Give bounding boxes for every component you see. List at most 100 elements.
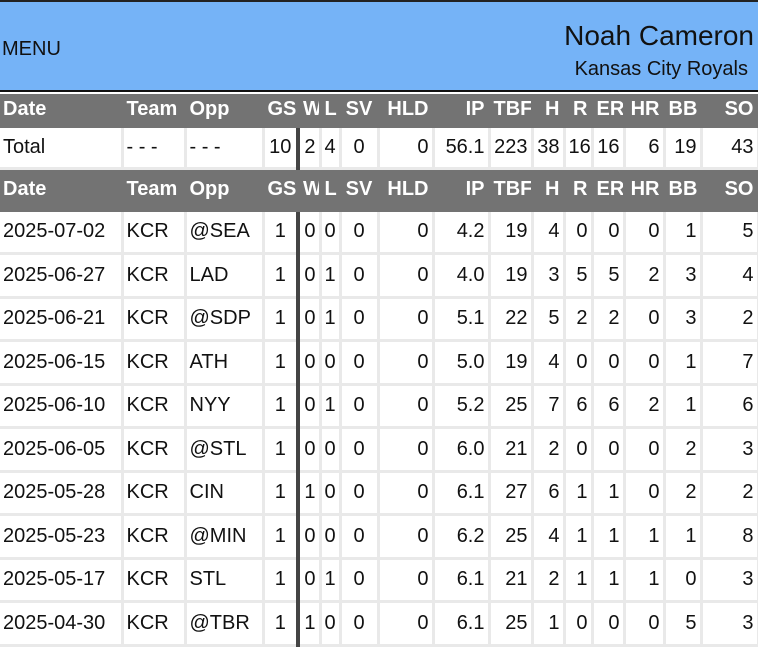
sv-cell: 0 — [340, 514, 380, 560]
column-header-w[interactable]: W — [296, 168, 322, 212]
bb-cell: 19 — [664, 126, 703, 170]
opp-cell: @STL — [185, 427, 265, 473]
w-cell: 1 — [296, 471, 322, 516]
column-header-r[interactable]: R — [564, 168, 594, 212]
game-row[interactable]: 2025-05-23 KCR @MIN 1 0 0 0 0 6.2 25 4 1 1 1 1 8 — [0, 514, 758, 560]
column-header-gs[interactable]: GS — [263, 94, 300, 128]
tbf-cell: 25 — [489, 514, 534, 560]
l-cell: 0 — [320, 340, 342, 386]
column-header-so[interactable]: SO — [701, 168, 758, 212]
w-cell: 0 — [296, 558, 322, 603]
game-row[interactable]: 2025-05-17 KCR STL 1 0 1 0 0 6.1 21 2 1 1 1 0 3 — [0, 558, 758, 603]
column-header-sv[interactable]: SV — [340, 168, 380, 212]
er-cell: 1 — [592, 558, 626, 603]
sv-cell: 0 — [340, 384, 380, 429]
tbf-cell: 19 — [489, 210, 534, 255]
hld-cell: 0 — [378, 427, 435, 473]
ip-cell: 5.2 — [433, 384, 491, 429]
column-header-so[interactable]: SO — [701, 94, 758, 128]
hr-cell: 6 — [624, 126, 666, 170]
column-header-tbf[interactable]: TBF — [489, 168, 534, 212]
column-header-bb[interactable]: BB — [664, 168, 703, 212]
column-header-er[interactable]: ER — [592, 94, 626, 128]
h-cell: 2 — [532, 427, 566, 473]
column-header-date[interactable]: Date — [0, 94, 124, 128]
ip-cell: 6.2 — [433, 514, 491, 560]
gs-cell: 10 — [263, 126, 300, 170]
column-header-gs[interactable]: GS — [263, 168, 300, 212]
column-header-er[interactable]: ER — [592, 168, 626, 212]
game-row[interactable]: 2025-07-02 KCR @SEA 1 0 0 0 0 4.2 19 4 0 0 0 1 5 — [0, 210, 758, 255]
game-row[interactable]: 2025-06-15 KCR ATH 1 0 0 0 0 5.0 19 4 0 0 0 1 7 — [0, 340, 758, 386]
hld-cell: 0 — [378, 601, 435, 647]
date-cell: 2025-06-05 — [0, 427, 124, 473]
tbf-cell: 223 — [489, 126, 534, 170]
h-cell: 6 — [532, 471, 566, 516]
game-row[interactable]: 2025-05-28 KCR CIN 1 1 0 0 0 6.1 27 6 1 1 0 2 2 — [0, 471, 758, 516]
team-cell: KCR — [122, 558, 187, 603]
app-header: MENU Noah Cameron Kansas City Royals — [0, 0, 758, 92]
opp-cell: @MIN — [185, 514, 265, 560]
ip-cell: 4.0 — [433, 253, 491, 299]
column-header-opp[interactable]: Opp — [185, 168, 265, 212]
gs-cell: 1 — [263, 297, 300, 342]
column-header-bb[interactable]: BB — [664, 94, 703, 128]
game-row[interactable]: 2025-06-21 KCR @SDP 1 0 1 0 0 5.1 22 5 2 2 0 3 2 — [0, 297, 758, 342]
hld-cell: 0 — [378, 297, 435, 342]
total-header-row: DateTeamOppGSWLSVHLDIPTBFHRERHRBBSO — [0, 94, 758, 128]
column-header-r[interactable]: R — [564, 94, 594, 128]
er-cell: 0 — [592, 427, 626, 473]
bb-cell: 3 — [664, 253, 703, 299]
column-header-ip[interactable]: IP — [433, 168, 491, 212]
team-cell: KCR — [122, 601, 187, 647]
w-cell: 1 — [296, 601, 322, 647]
r-cell: 0 — [564, 210, 594, 255]
column-header-l[interactable]: L — [320, 94, 342, 128]
column-header-ip[interactable]: IP — [433, 94, 491, 128]
gs-cell: 1 — [263, 427, 300, 473]
game-row[interactable]: 2025-06-05 KCR @STL 1 0 0 0 0 6.0 21 2 0 0 0 2 3 — [0, 427, 758, 473]
l-cell: 0 — [320, 471, 342, 516]
team-cell: KCR — [122, 253, 187, 299]
column-header-w[interactable]: W — [296, 94, 322, 128]
team-cell: KCR — [122, 210, 187, 255]
tbf-cell: 25 — [489, 384, 534, 429]
gs-cell: 1 — [263, 210, 300, 255]
opp-cell: CIN — [185, 471, 265, 516]
hr-cell: 0 — [624, 427, 666, 473]
team-cell: KCR — [122, 340, 187, 386]
total-row[interactable]: Total - - -- - -10 2 4 0 0 56.1 223 38 16 16 6 19 43 — [0, 126, 758, 170]
column-header-h[interactable]: H — [532, 168, 566, 212]
bb-cell: 1 — [664, 210, 703, 255]
column-header-hr[interactable]: HR — [624, 94, 666, 128]
w-cell: 0 — [296, 253, 322, 299]
l-cell: 0 — [320, 601, 342, 647]
gs-cell: 1 — [263, 384, 300, 429]
column-header-h[interactable]: H — [532, 94, 566, 128]
menu-button[interactable]: MENU — [2, 38, 61, 60]
column-header-date[interactable]: Date — [0, 168, 124, 212]
column-header-hld[interactable]: HLD — [378, 168, 435, 212]
date-cell: 2025-05-28 — [0, 471, 124, 516]
hld-cell: 0 — [378, 558, 435, 603]
tbf-cell: 21 — [489, 558, 534, 603]
column-header-hld[interactable]: HLD — [378, 94, 435, 128]
column-header-team[interactable]: Team — [122, 168, 187, 212]
sv-cell: 0 — [340, 297, 380, 342]
w-cell: 0 — [296, 384, 322, 429]
column-header-sv[interactable]: SV — [340, 94, 380, 128]
r-cell: 6 — [564, 384, 594, 429]
column-header-team[interactable]: Team — [122, 94, 187, 128]
tbf-cell: 21 — [489, 427, 534, 473]
team-cell: - - - — [122, 126, 187, 170]
column-header-l[interactable]: L — [320, 168, 342, 212]
column-header-tbf[interactable]: TBF — [489, 94, 534, 128]
game-row[interactable]: 2025-06-10 KCR NYY 1 0 1 0 0 5.2 25 7 6 6 2 1 6 — [0, 384, 758, 429]
game-row[interactable]: 2025-06-27 KCR LAD 1 0 1 0 0 4.0 19 3 5 5 2 3 4 — [0, 253, 758, 299]
column-header-hr[interactable]: HR — [624, 168, 666, 212]
w-cell: 2 — [296, 126, 322, 170]
bb-cell: 1 — [664, 340, 703, 386]
game-row[interactable]: 2025-04-30 KCR @TBR 1 1 0 0 0 6.1 25 1 0 0 0 5 3 — [0, 601, 758, 647]
date-cell: 2025-06-10 — [0, 384, 124, 429]
column-header-opp[interactable]: Opp — [185, 94, 265, 128]
